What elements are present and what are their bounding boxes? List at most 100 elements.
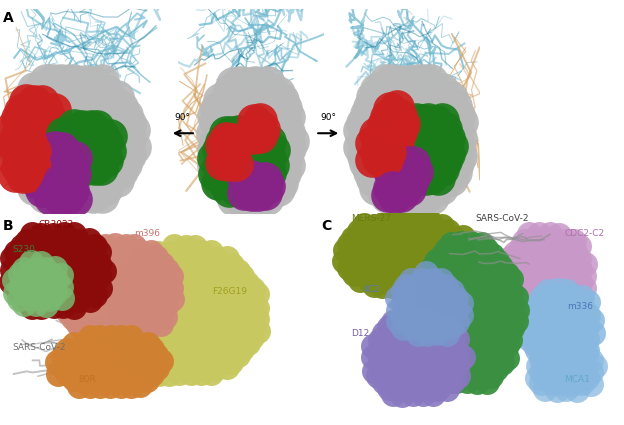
Point (100, 242, 110, 249)
Point (115, 358, 125, 365)
Point (433, 175, 443, 181)
Point (104, 320, 114, 327)
Point (227, 286, 237, 293)
Point (368, 258, 378, 265)
Point (515, 255, 525, 262)
Point (399, 246, 409, 253)
Point (583, 312, 593, 318)
Point (74, 193, 84, 200)
Point (547, 353, 557, 360)
Point (466, 252, 476, 258)
Point (260, 175, 270, 182)
Point (422, 330, 432, 337)
Point (384, 135, 394, 142)
Point (21, 98, 31, 105)
Point (32, 176, 42, 182)
Point (69, 156, 79, 162)
Point (175, 273, 185, 280)
Point (68, 302, 78, 309)
Point (554, 266, 564, 273)
Point (124, 151, 134, 158)
Point (61, 295, 71, 302)
Point (506, 275, 516, 282)
Point (358, 259, 368, 266)
Point (542, 374, 552, 380)
Point (551, 374, 561, 381)
Point (132, 340, 142, 347)
Point (487, 324, 497, 331)
Point (447, 235, 457, 241)
Point (369, 222, 379, 229)
Point (384, 265, 394, 272)
Point (24, 95, 34, 102)
Point (228, 113, 238, 119)
Point (374, 360, 384, 367)
Point (413, 385, 423, 392)
Point (85, 297, 95, 304)
Point (83, 283, 93, 290)
Point (467, 300, 477, 307)
Point (134, 273, 144, 280)
Point (98, 326, 108, 333)
Point (255, 117, 265, 124)
Point (393, 306, 403, 313)
Point (120, 242, 130, 249)
Point (30, 171, 40, 178)
Point (270, 97, 280, 104)
Point (219, 105, 229, 112)
Point (355, 240, 365, 246)
Point (45, 283, 55, 290)
Point (379, 330, 389, 337)
Point (280, 137, 290, 144)
Point (431, 318, 441, 325)
Point (148, 352, 158, 359)
Point (559, 249, 569, 256)
Point (391, 151, 401, 158)
Point (436, 168, 446, 175)
Point (207, 321, 217, 328)
Point (54, 87, 64, 94)
Point (89, 279, 99, 286)
Point (94, 284, 104, 291)
Point (451, 294, 461, 301)
Point (139, 267, 149, 274)
Point (578, 317, 588, 324)
Point (481, 246, 491, 253)
Point (74, 238, 84, 244)
Point (45, 120, 55, 127)
Point (19, 300, 29, 307)
Point (420, 158, 430, 164)
Point (394, 385, 404, 391)
Point (152, 303, 162, 309)
Point (255, 179, 265, 186)
Point (397, 136, 407, 143)
Point (263, 129, 273, 136)
Point (413, 330, 423, 337)
Point (532, 375, 542, 382)
Point (398, 121, 408, 128)
Point (129, 242, 139, 249)
Point (92, 169, 102, 176)
Point (456, 300, 466, 306)
Point (447, 312, 457, 319)
Point (384, 104, 394, 111)
Point (211, 340, 221, 347)
Point (542, 347, 552, 354)
Point (23, 262, 33, 269)
Point (472, 331, 482, 337)
Point (358, 235, 368, 241)
Point (266, 138, 276, 145)
Point (391, 88, 401, 94)
Point (217, 155, 227, 162)
Point (109, 326, 119, 332)
Point (36, 282, 46, 289)
Point (19, 289, 29, 296)
Point (379, 122, 389, 128)
Point (29, 132, 39, 139)
Point (571, 350, 581, 357)
Point (452, 348, 462, 355)
Point (215, 179, 225, 186)
Point (394, 158, 404, 165)
Point (422, 337, 432, 343)
Point (381, 193, 391, 200)
